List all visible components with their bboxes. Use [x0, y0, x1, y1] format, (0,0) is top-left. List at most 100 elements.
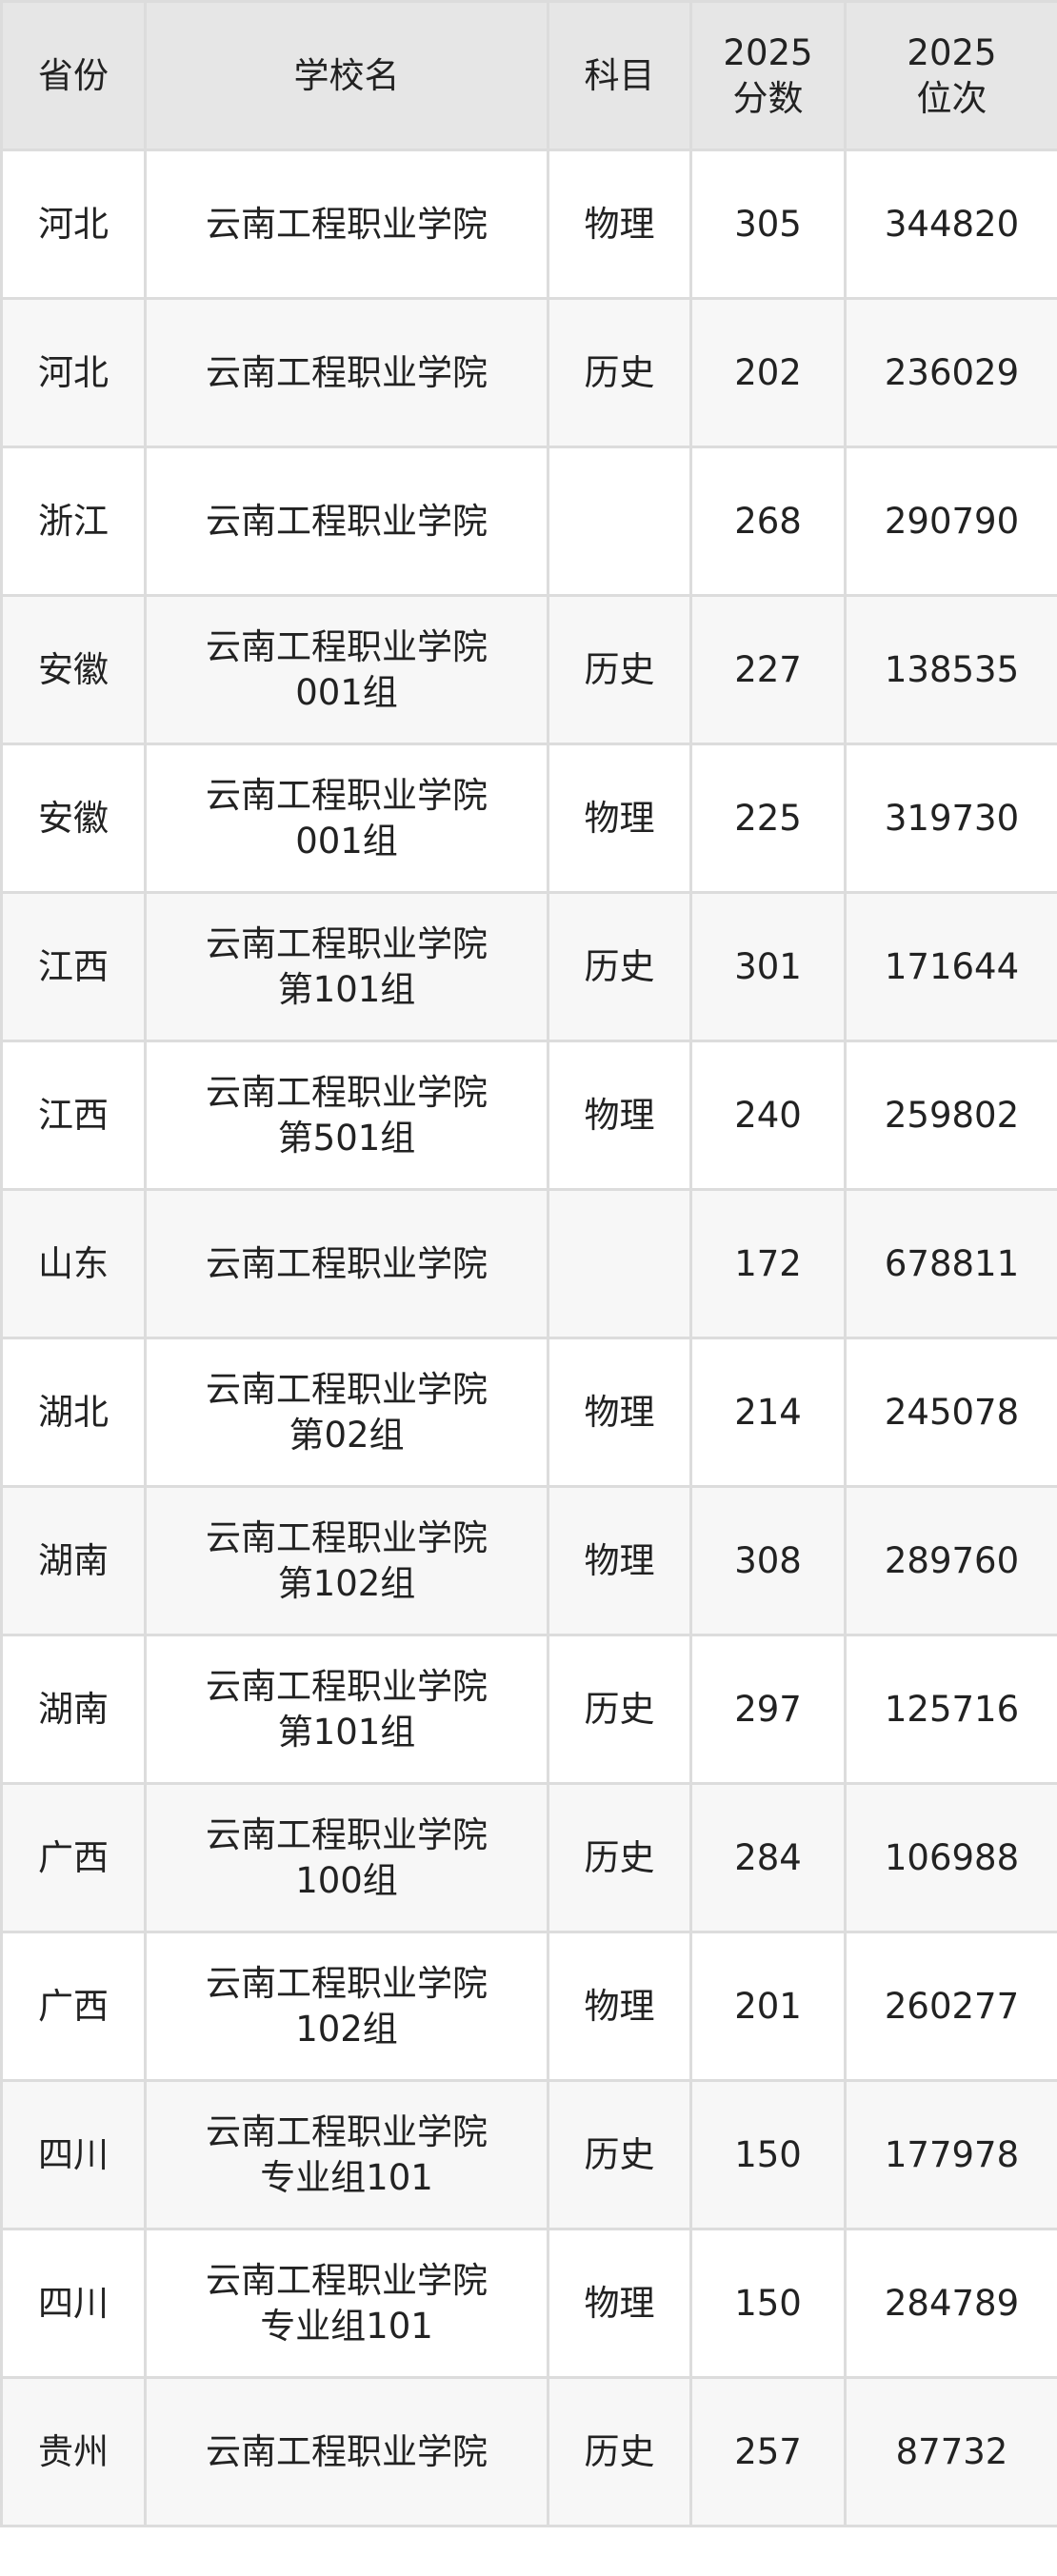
rank-cell: 171644 [844, 891, 1057, 1042]
score-cell: 150 [689, 2228, 847, 2379]
score-cell: 268 [689, 446, 847, 597]
table-row: 广西 云南工程职业学院102组 物理 201 260277 [0, 1931, 1057, 2082]
school-cell: 云南工程职业学院 [144, 2376, 549, 2527]
rank-cell: 87732 [844, 2376, 1057, 2527]
province-cell: 江西 [0, 1040, 147, 1191]
score-cell: 305 [689, 149, 847, 300]
score-cell: 214 [689, 1337, 847, 1488]
subject-cell [547, 1188, 692, 1339]
header-score-year: 2025 [723, 31, 813, 73]
subject-cell: 物理 [547, 2228, 692, 2379]
header-score-label: 分数 [732, 77, 804, 119]
rank-cell: 678811 [844, 1188, 1057, 1339]
table-row: 江西 云南工程职业学院第101组 历史 301 171644 [0, 891, 1057, 1042]
table-row: 四川 云南工程职业学院专业组101 物理 150 284789 [0, 2228, 1057, 2379]
rank-cell: 138535 [844, 594, 1057, 745]
subject-cell: 物理 [547, 1040, 692, 1191]
province-cell: 河北 [0, 149, 147, 300]
header-rank-year: 2025 [907, 31, 997, 73]
table-row: 安徽 云南工程职业学院001组 历史 227 138535 [0, 594, 1057, 745]
subject-cell: 物理 [547, 743, 692, 894]
school-cell: 云南工程职业学院专业组101 [144, 2228, 549, 2379]
province-cell: 湖北 [0, 1337, 147, 1488]
table-row: 河北 云南工程职业学院 历史 202 236029 [0, 297, 1057, 448]
header-rank: 2025 位次 [844, 0, 1057, 151]
header-rank-label: 位次 [916, 77, 987, 119]
score-cell: 297 [689, 1634, 847, 1785]
rank-cell: 245078 [844, 1337, 1057, 1488]
score-cell: 172 [689, 1188, 847, 1339]
score-cell: 301 [689, 891, 847, 1042]
province-cell: 湖南 [0, 1634, 147, 1785]
table-row: 江西 云南工程职业学院第501组 物理 240 259802 [0, 1040, 1057, 1191]
school-cell: 云南工程职业学院 [144, 297, 549, 448]
subject-cell [547, 446, 692, 597]
score-cell: 225 [689, 743, 847, 894]
header-province: 省份 [0, 0, 147, 151]
rank-cell: 259802 [844, 1040, 1057, 1191]
subject-cell: 历史 [547, 891, 692, 1042]
subject-cell: 历史 [547, 1634, 692, 1785]
table-row: 浙江 云南工程职业学院 268 290790 [0, 446, 1057, 597]
rank-cell: 177978 [844, 2079, 1057, 2230]
school-cell: 云南工程职业学院001组 [144, 594, 549, 745]
score-cell: 150 [689, 2079, 847, 2230]
province-cell: 四川 [0, 2228, 147, 2379]
province-cell: 广西 [0, 1931, 147, 2082]
header-school: 学校名 [144, 0, 549, 151]
province-cell: 湖南 [0, 1485, 147, 1636]
subject-cell: 历史 [547, 2079, 692, 2230]
header-score: 2025 分数 [689, 0, 847, 151]
rank-cell: 319730 [844, 743, 1057, 894]
header-subject-label: 科目 [584, 54, 655, 96]
school-cell: 云南工程职业学院001组 [144, 743, 549, 894]
table-row: 广西 云南工程职业学院100组 历史 284 106988 [0, 1782, 1057, 1933]
province-cell: 安徽 [0, 594, 147, 745]
rank-cell: 290790 [844, 446, 1057, 597]
rank-cell: 125716 [844, 1634, 1057, 1785]
table-row: 山东 云南工程职业学院 172 678811 [0, 1188, 1057, 1339]
rank-cell: 260277 [844, 1931, 1057, 2082]
province-cell: 贵州 [0, 2376, 147, 2527]
school-cell: 云南工程职业学院 [144, 1188, 549, 1339]
header-school-label: 学校名 [293, 54, 400, 96]
school-cell: 云南工程职业学院第501组 [144, 1040, 549, 1191]
rank-cell: 106988 [844, 1782, 1057, 1933]
subject-cell: 物理 [547, 1931, 692, 2082]
score-cell: 257 [689, 2376, 847, 2527]
table-row: 河北 云南工程职业学院 物理 305 344820 [0, 149, 1057, 300]
school-cell: 云南工程职业学院第101组 [144, 1634, 549, 1785]
subject-cell: 物理 [547, 1485, 692, 1636]
subject-cell: 物理 [547, 149, 692, 300]
table-row: 湖南 云南工程职业学院第102组 物理 308 289760 [0, 1485, 1057, 1636]
school-cell: 云南工程职业学院 [144, 149, 549, 300]
score-cell: 284 [689, 1782, 847, 1933]
school-cell: 云南工程职业学院第101组 [144, 891, 549, 1042]
score-cell: 308 [689, 1485, 847, 1636]
table-row: 贵州 云南工程职业学院 历史 257 87732 [0, 2376, 1057, 2527]
province-cell: 山东 [0, 1188, 147, 1339]
school-cell: 云南工程职业学院 [144, 446, 549, 597]
rank-cell: 284789 [844, 2228, 1057, 2379]
subject-cell: 历史 [547, 2376, 692, 2527]
subject-cell: 物理 [547, 1337, 692, 1488]
rank-cell: 236029 [844, 297, 1057, 448]
header-province-label: 省份 [38, 54, 109, 96]
school-cell: 云南工程职业学院专业组101 [144, 2079, 549, 2230]
subject-cell: 历史 [547, 1782, 692, 1933]
score-cell: 240 [689, 1040, 847, 1191]
score-cell: 201 [689, 1931, 847, 2082]
subject-cell: 历史 [547, 297, 692, 448]
rank-cell: 289760 [844, 1485, 1057, 1636]
province-cell: 河北 [0, 297, 147, 448]
header-subject: 科目 [547, 0, 692, 151]
header-row: 省份 学校名 科目 2025 分数 2025 位次 [0, 0, 1057, 151]
table-row: 湖北 云南工程职业学院第02组 物理 214 245078 [0, 1337, 1057, 1488]
table-row: 四川 云南工程职业学院专业组101 历史 150 177978 [0, 2079, 1057, 2230]
province-cell: 广西 [0, 1782, 147, 1933]
rank-cell: 344820 [844, 149, 1057, 300]
school-cell: 云南工程职业学院第02组 [144, 1337, 549, 1488]
school-cell: 云南工程职业学院100组 [144, 1782, 549, 1933]
table-row: 湖南 云南工程职业学院第101组 历史 297 125716 [0, 1634, 1057, 1785]
